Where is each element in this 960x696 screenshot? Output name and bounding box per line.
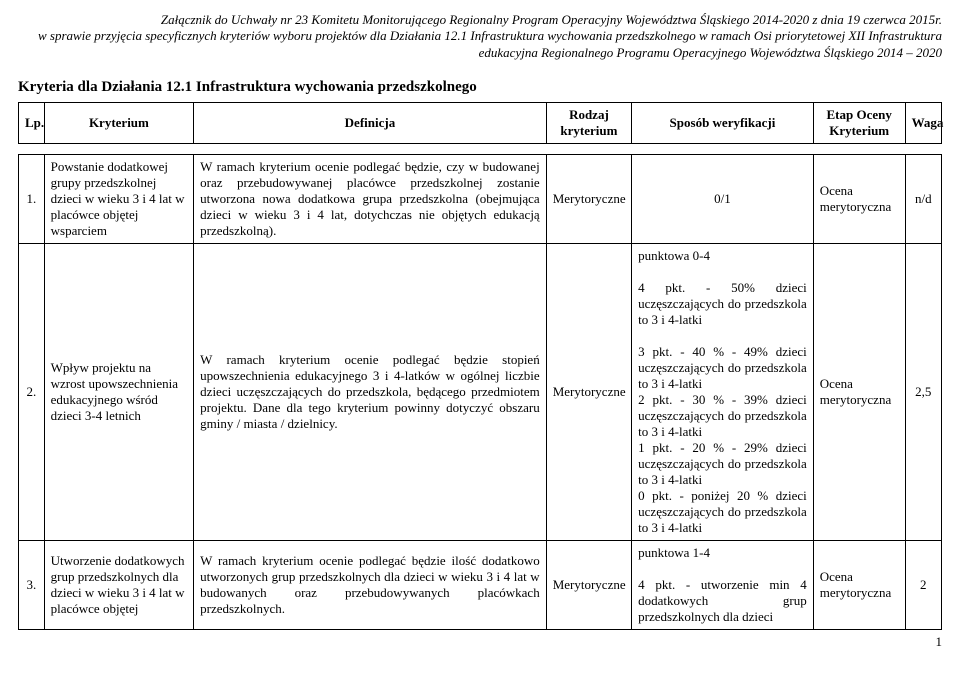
- criteria-table: Lp. Kryterium Definicja Rodzaj kryterium…: [18, 102, 942, 630]
- cell-waga: n/d: [905, 154, 941, 243]
- cell-lp: 1.: [19, 154, 45, 243]
- page-number: 1: [18, 634, 942, 650]
- col-etap: Etap Oceny Kryterium: [813, 102, 905, 143]
- cell-waga: 2: [905, 540, 941, 629]
- header-line-2: w sprawie przyjęcia specyficznych kryter…: [18, 28, 942, 44]
- cell-definicja: W ramach kryterium ocenie podlegać będzi…: [194, 243, 547, 540]
- cell-waga: 2,5: [905, 243, 941, 540]
- cell-sposob: punktowa 1-4 4 pkt. - utworzenie min 4 d…: [632, 540, 814, 629]
- table-header-row: Lp. Kryterium Definicja Rodzaj kryterium…: [19, 102, 942, 143]
- cell-kryterium: Wpływ projektu na wzrost upowszechnienia…: [44, 243, 194, 540]
- cell-rodzaj: Merytoryczne: [546, 540, 631, 629]
- header-line-1: Załącznik do Uchwały nr 23 Komitetu Moni…: [18, 12, 942, 28]
- cell-sposob: punktowa 0-4 4 pkt. - 50% dzieci uczęszc…: [632, 243, 814, 540]
- col-kryterium: Kryterium: [44, 102, 194, 143]
- table-row: 2. Wpływ projektu na wzrost upowszechnie…: [19, 243, 942, 540]
- cell-etap: Ocena merytoryczna: [813, 243, 905, 540]
- cell-lp: 3.: [19, 540, 45, 629]
- cell-kryterium: Powstanie dodatkowej grupy przedszkolnej…: [44, 154, 194, 243]
- cell-sposob: 0/1: [632, 154, 814, 243]
- table-row: 3. Utworzenie dodatkowych grup przedszko…: [19, 540, 942, 629]
- cell-definicja: W ramach kryterium ocenie podlegać będzi…: [194, 540, 547, 629]
- cell-rodzaj: Merytoryczne: [546, 243, 631, 540]
- header-line-3: edukacyjna Regionalnego Programu Operacy…: [18, 45, 942, 61]
- cell-kryterium: Utworzenie dodatkowych grup przedszkolny…: [44, 540, 194, 629]
- page-title: Kryteria dla Działania 12.1 Infrastruktu…: [18, 79, 942, 96]
- col-rodzaj: Rodzaj kryterium: [546, 102, 631, 143]
- table-row: 1. Powstanie dodatkowej grupy przedszkol…: [19, 154, 942, 243]
- spacer-row: [19, 143, 942, 154]
- col-sposob: Sposób weryfikacji: [632, 102, 814, 143]
- header-attachment-note: Załącznik do Uchwały nr 23 Komitetu Moni…: [18, 12, 942, 61]
- col-lp: Lp.: [19, 102, 45, 143]
- col-definicja: Definicja: [194, 102, 547, 143]
- cell-etap: Ocena merytoryczna: [813, 540, 905, 629]
- col-waga: Waga: [905, 102, 941, 143]
- cell-etap: Ocena merytoryczna: [813, 154, 905, 243]
- cell-lp: 2.: [19, 243, 45, 540]
- cell-rodzaj: Merytoryczne: [546, 154, 631, 243]
- cell-definicja: W ramach kryterium ocenie podlegać będzi…: [194, 154, 547, 243]
